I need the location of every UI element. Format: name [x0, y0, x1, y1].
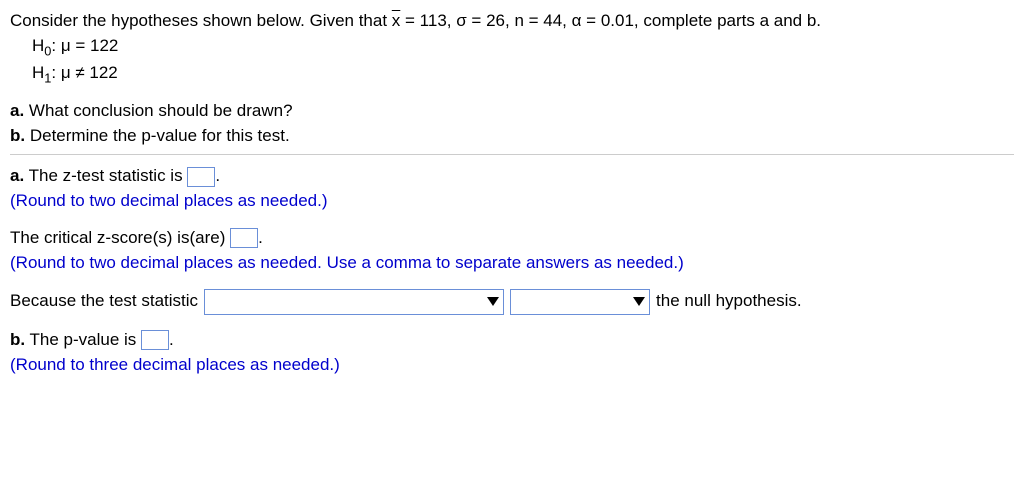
- question-b: b. Determine the p-value for this test.: [10, 125, 1014, 148]
- h0-body: : μ = 122: [51, 36, 118, 55]
- a1-hint: (Round to two decimal places as needed.): [10, 190, 1014, 213]
- zstat-input[interactable]: [187, 167, 215, 187]
- a3-prefix: Because the test statistic: [10, 290, 198, 313]
- a1-text: The z-test statistic is: [24, 166, 187, 185]
- qa-label: a.: [10, 101, 24, 120]
- h1-body: : μ ≠ 122: [51, 63, 117, 82]
- intro-prefix: Consider the hypotheses shown below. Giv…: [10, 11, 392, 30]
- a2-hint: (Round to two decimal places as needed. …: [10, 252, 1014, 275]
- b1-hint: (Round to three decimal places as needed…: [10, 354, 1014, 377]
- answer-a-critical: The critical z-score(s) is(are) .: [10, 227, 1014, 250]
- qa-text: What conclusion should be drawn?: [24, 101, 292, 120]
- a1-period: .: [215, 166, 220, 185]
- critical-z-input[interactable]: [230, 228, 258, 248]
- a1-label: a.: [10, 166, 24, 185]
- decision-select[interactable]: [510, 289, 650, 315]
- h1-label: H: [32, 63, 44, 82]
- h0-label: H: [32, 36, 44, 55]
- answer-a-conclusion: Because the test statistic the null hypo…: [10, 289, 1014, 315]
- chevron-down-icon: [633, 297, 645, 306]
- problem-intro: Consider the hypotheses shown below. Giv…: [10, 10, 1014, 33]
- answer-b-pvalue: b. The p-value is .: [10, 329, 1014, 352]
- hypothesis-h1: H1: μ ≠ 122: [10, 62, 1014, 87]
- question-a: a. What conclusion should be drawn?: [10, 100, 1014, 123]
- chevron-down-icon: [487, 297, 499, 306]
- qb-text: Determine the p-value for this test.: [25, 126, 290, 145]
- qb-label: b.: [10, 126, 25, 145]
- separator: [10, 154, 1014, 155]
- pvalue-input[interactable]: [141, 330, 169, 350]
- b1-period: .: [169, 330, 174, 349]
- a2-period: .: [258, 228, 263, 247]
- b1-label: b.: [10, 330, 25, 349]
- a3-suffix: the null hypothesis.: [656, 290, 802, 313]
- given-values: = 113, σ = 26, n = 44, α = 0.01, complet…: [400, 11, 821, 30]
- a2-text: The critical z-score(s) is(are): [10, 228, 230, 247]
- comparison-select[interactable]: [204, 289, 504, 315]
- answer-a-zstat: a. The z-test statistic is .: [10, 165, 1014, 188]
- b1-text: The p-value is: [25, 330, 141, 349]
- hypothesis-h0: H0: μ = 122: [10, 35, 1014, 60]
